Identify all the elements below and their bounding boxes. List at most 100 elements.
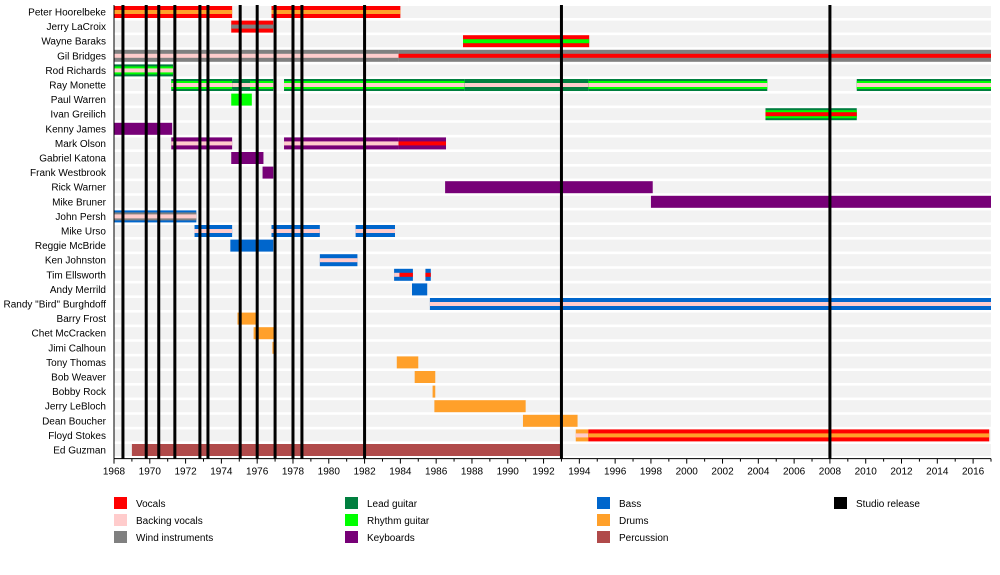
member-span — [414, 371, 436, 383]
x-tick-label: 1978 — [282, 467, 305, 478]
x-tick-label: 1998 — [640, 467, 663, 478]
member-span — [429, 298, 991, 310]
row-background — [114, 122, 991, 135]
member-span — [284, 79, 465, 91]
member-span — [271, 225, 320, 237]
span-drums — [253, 327, 276, 340]
legend-item: Wind instruments — [114, 531, 213, 544]
member-label: Gil Bridges — [57, 51, 106, 62]
x-tick-label: 1996 — [604, 467, 627, 478]
member-span — [114, 210, 197, 223]
member-label: Barry Frost — [57, 314, 107, 325]
member-span — [319, 254, 358, 267]
legend-label: Rhythm guitar — [367, 516, 430, 527]
span-backing — [429, 302, 991, 306]
member-label: Floyd Stokes — [48, 431, 106, 442]
member-span — [856, 79, 991, 91]
span-backing — [284, 141, 399, 146]
member-span — [271, 6, 401, 18]
legend-label: Wind instruments — [136, 533, 213, 544]
span-drums — [434, 400, 526, 413]
member-label: Jerry LeBloch — [45, 402, 106, 413]
member-label: Ray Monette — [49, 81, 106, 92]
span-keys — [262, 166, 274, 179]
legend-label: Studio release — [856, 499, 920, 510]
member-span — [262, 166, 274, 179]
span-backing — [319, 258, 358, 263]
span-backing — [394, 272, 400, 277]
legend-label: Backing vocals — [136, 516, 203, 527]
span-keys — [650, 195, 991, 208]
member-label: Jimi Calhoun — [48, 343, 106, 354]
member-span — [131, 444, 562, 456]
x-tick-label: 1970 — [139, 467, 162, 478]
row-background — [114, 239, 991, 252]
member-span — [399, 268, 413, 281]
member-span — [253, 327, 276, 340]
member-span — [463, 35, 590, 48]
legend-item: Lead guitar — [345, 497, 418, 510]
span-wind — [231, 24, 274, 29]
member-label: Jerry LaCroix — [47, 22, 106, 33]
row-background — [114, 283, 991, 296]
member-label: Andy Merrild — [50, 285, 106, 296]
member-label: Dean Boucher — [42, 416, 107, 427]
span-keys — [445, 181, 653, 194]
span-vocals — [765, 112, 857, 117]
legend-label: Bass — [619, 499, 641, 510]
member-span — [250, 79, 274, 91]
legend-swatch — [114, 531, 127, 543]
member-span — [398, 49, 992, 62]
x-tick-label: 1980 — [318, 467, 341, 478]
row-background — [114, 268, 991, 281]
member-span — [588, 429, 990, 442]
member-span — [394, 268, 400, 281]
member-span — [588, 79, 768, 91]
row-background — [114, 371, 991, 383]
span-backing — [355, 229, 395, 233]
x-tick-label: 1982 — [353, 467, 376, 478]
member-span — [434, 400, 526, 413]
member-label: Kenny James — [45, 124, 106, 135]
span-backing — [114, 68, 174, 73]
row-background — [114, 356, 991, 369]
span-drums — [522, 414, 578, 427]
member-label: Chet McCracken — [32, 329, 106, 340]
member-label: Reggie McBride — [35, 241, 107, 252]
x-tick-label: 1986 — [425, 467, 448, 478]
legend-item: Rhythm guitar — [345, 514, 430, 527]
span-backing — [171, 83, 233, 87]
member-span — [432, 385, 436, 398]
x-tick-label: 2000 — [676, 467, 699, 478]
member-label: Randy "Bird" Burghdoff — [3, 300, 106, 311]
span-vocals — [398, 141, 447, 146]
x-tick-label: 2016 — [962, 467, 985, 478]
member-span — [231, 20, 274, 33]
member-span — [230, 239, 274, 252]
x-tick-label: 2004 — [747, 467, 770, 478]
legend-item: Backing vocals — [114, 514, 203, 527]
row-background — [114, 20, 991, 33]
member-span — [396, 356, 419, 369]
member-labels: Peter Hoorelbeke Jerry LaCroix Wayne Barak… — [3, 8, 107, 457]
member-label: Wayne Baraks — [41, 37, 106, 48]
member-label: Gabriel Katona — [39, 154, 106, 165]
x-tick-label: 1984 — [389, 467, 412, 478]
row-background — [114, 312, 991, 325]
row-background — [114, 6, 991, 18]
x-axis: 1968 1970 1972 1974 1976 1978 1980 1982 1984 1986… — [103, 5, 992, 478]
x-tick-label: 2010 — [855, 467, 878, 478]
span-drums — [414, 371, 436, 383]
span-perc — [131, 444, 562, 456]
member-label: Mark Olson — [55, 139, 106, 150]
legend-item: Drums — [597, 514, 648, 527]
member-label: Tim Ellsworth — [46, 270, 106, 281]
member-label: Bobby Rock — [52, 387, 107, 398]
member-span — [114, 6, 233, 18]
member-label: Ken Johnston — [45, 256, 106, 267]
x-tick-label: 1974 — [210, 467, 233, 478]
legend: Vocals Backing vocals Wind instruments Lead… — [114, 497, 920, 544]
legend-swatch — [345, 531, 358, 543]
span-vocals — [399, 272, 413, 277]
